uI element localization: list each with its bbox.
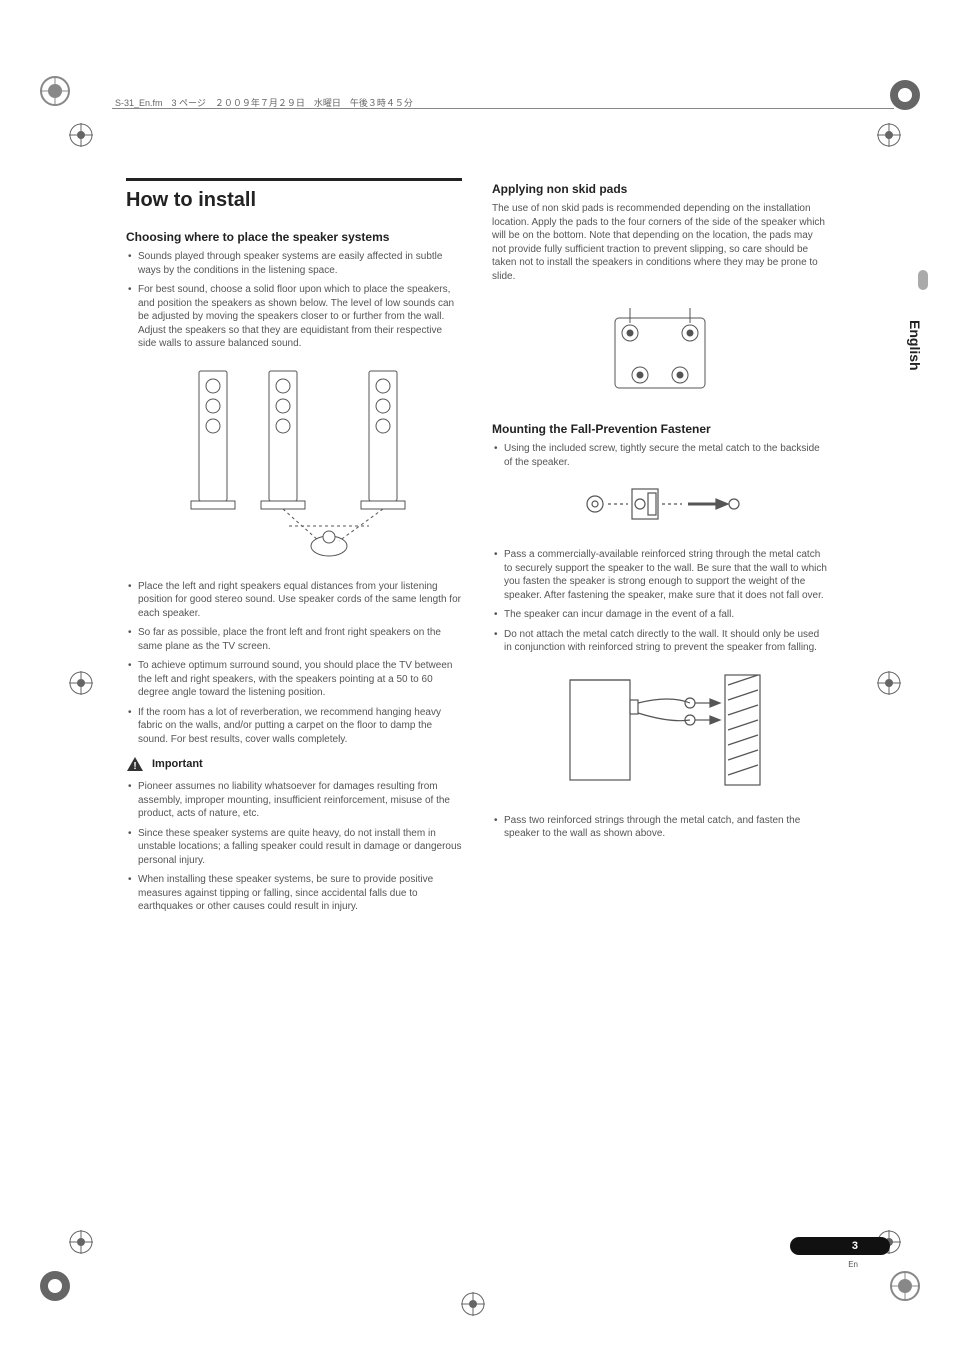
bullet: Sounds played through speaker systems ar… xyxy=(126,250,462,277)
bullet: Pass a commercially-available reinforced… xyxy=(492,548,828,602)
subhead-pads: Applying non skid pads xyxy=(492,182,828,196)
page-lang: En xyxy=(848,1260,858,1269)
page-number-badge: 3 xyxy=(790,1237,890,1255)
bullet: If the room has a lot of reverberation, … xyxy=(126,706,462,747)
bullet: When installing these speaker systems, b… xyxy=(126,873,462,914)
right-column: Applying non skid pads The use of non sk… xyxy=(492,178,828,920)
reg-mark-mr xyxy=(876,670,902,696)
reg-mark-br-outer xyxy=(888,1269,922,1303)
title-bar: How to install xyxy=(126,178,462,212)
bullets-fastener-a: Using the included screw, tightly secure… xyxy=(492,442,828,469)
figure-wall-string xyxy=(492,665,828,800)
main-heading: How to install xyxy=(126,189,462,212)
svg-text:!: ! xyxy=(133,761,136,772)
bullets-important: Pioneer assumes no liability whatsoever … xyxy=(126,780,462,914)
bullet: To achieve optimum surround sound, you s… xyxy=(126,659,462,700)
figure-speakers xyxy=(126,361,462,566)
reg-mark-bl-outer xyxy=(38,1269,72,1303)
reg-mark-tr-outer xyxy=(888,78,922,112)
para-pads: The use of non skid pads is recommended … xyxy=(492,202,828,283)
important-label: Important xyxy=(152,758,203,770)
bullet: For best sound, choose a solid floor upo… xyxy=(126,283,462,351)
subhead-placement: Choosing where to place the speaker syst… xyxy=(126,230,462,244)
bullets-fastener-b: Pass a commercially-available reinforced… xyxy=(492,548,828,655)
bullet: Since these speaker systems are quite he… xyxy=(126,827,462,868)
bullet: Using the included screw, tightly secure… xyxy=(492,442,828,469)
figure-screw xyxy=(492,479,828,534)
bullet: Do not attach the metal catch directly t… xyxy=(492,628,828,655)
content-area: How to install Choosing where to place t… xyxy=(126,178,828,920)
bullet: So far as possible, place the front left… xyxy=(126,626,462,653)
bullets-placement-a: Sounds played through speaker systems ar… xyxy=(126,250,462,351)
reg-mark-ml xyxy=(68,670,94,696)
header-rule xyxy=(112,108,894,109)
figure-pads xyxy=(492,293,828,408)
page-number: 3 xyxy=(852,1240,858,1252)
left-column: How to install Choosing where to place t… xyxy=(126,178,462,920)
bullets-placement-b: Place the left and right speakers equal … xyxy=(126,580,462,747)
reg-mark-tl-inner xyxy=(68,122,94,148)
language-tab-text: English xyxy=(907,320,923,371)
side-accent-bar xyxy=(918,270,928,290)
bullet: The speaker can incur damage in the even… xyxy=(492,608,828,622)
bullet: Pass two reinforced strings through the … xyxy=(492,814,828,841)
reg-mark-bl-inner xyxy=(68,1229,94,1255)
bullet: Pioneer assumes no liability whatsoever … xyxy=(126,780,462,821)
warning-icon: ! xyxy=(126,756,144,772)
bullets-fastener-c: Pass two reinforced strings through the … xyxy=(492,814,828,841)
subhead-fastener: Mounting the Fall-Prevention Fastener xyxy=(492,422,828,436)
reg-mark-tl-outer xyxy=(38,74,72,108)
bullet: Place the left and right speakers equal … xyxy=(126,580,462,621)
important-heading: ! Important xyxy=(126,756,462,772)
language-tab: English xyxy=(902,300,928,390)
reg-mark-bc xyxy=(460,1291,486,1317)
reg-mark-tr-inner xyxy=(876,122,902,148)
